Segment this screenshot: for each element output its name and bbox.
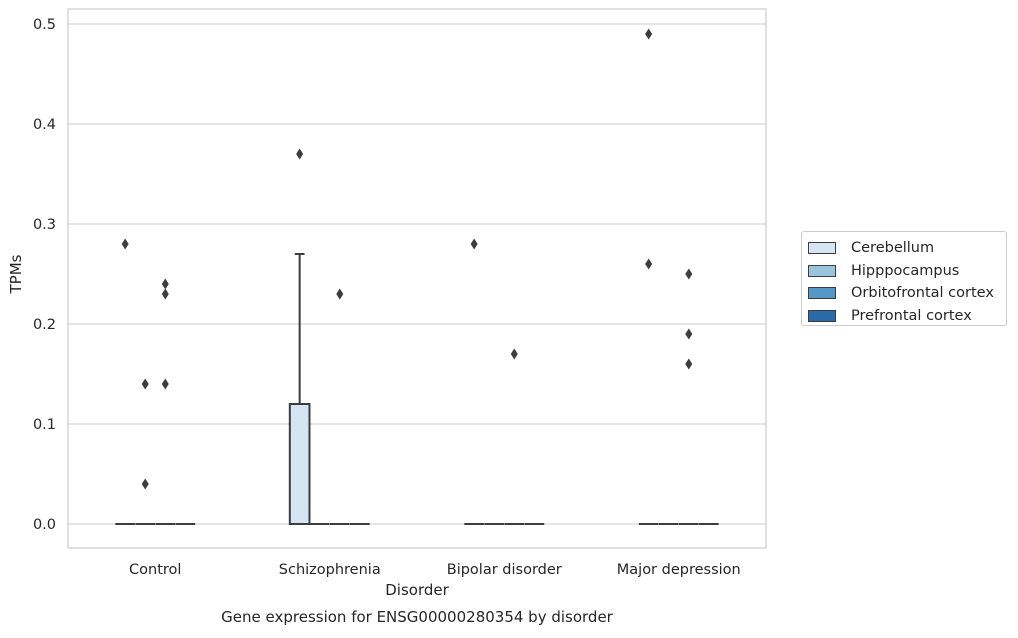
y-axis-ticks: 0.0 0.1 0.2 0.3 0.4 0.5 <box>33 17 56 533</box>
outlier-point <box>141 378 149 390</box>
outlier-point <box>161 278 169 290</box>
outlier-point <box>685 268 693 280</box>
x-axis-ticks: Control Schizophrenia Bipolar disorder Majo… <box>129 562 741 578</box>
gridlines <box>68 23 766 525</box>
outlier-point <box>141 478 149 490</box>
x-tick-label: Control <box>129 562 181 578</box>
legend-label: Cerebellum <box>851 240 935 257</box>
outlier-point <box>685 328 693 340</box>
outlier-points <box>121 28 693 490</box>
box-series <box>115 253 719 525</box>
outlier-point <box>510 348 518 360</box>
outlier-point <box>296 148 304 160</box>
outlier-point <box>645 28 653 40</box>
legend-label: Hipppocampus <box>851 262 960 279</box>
x-axis-label: Disorder <box>385 581 449 599</box>
legend-item: Prefrontal cortex <box>808 305 1006 328</box>
chart-caption: Gene expression for ENSG00000280354 by d… <box>221 608 614 626</box>
outlier-point <box>336 288 344 300</box>
legend: Cerebellum Hipppocampus Orbitofrontal cort… <box>801 231 1007 326</box>
legend-swatch <box>808 309 836 322</box>
legend-item: Orbitofrontal cortex <box>808 282 1006 305</box>
outlier-point <box>161 378 169 390</box>
plot-area-frame <box>67 8 767 549</box>
box-cerebellum <box>288 253 311 525</box>
outlier-point <box>685 358 693 370</box>
y-tick-label: 0.2 <box>33 317 56 333</box>
outlier-point <box>470 238 478 250</box>
y-tick-label: 0.4 <box>33 117 56 133</box>
x-tick-label: Major depression <box>617 562 741 578</box>
legend-label: Prefrontal cortex <box>851 307 972 324</box>
y-tick-label: 0.3 <box>33 217 56 233</box>
legend-swatch <box>808 287 836 300</box>
outlier-point <box>161 288 169 300</box>
y-axis-label: TPMs <box>7 254 25 294</box>
legend-swatch <box>808 242 836 255</box>
y-tick-label: 0.5 <box>33 17 56 33</box>
x-tick-label: Bipolar disorder <box>447 562 562 578</box>
outlier-point <box>645 258 653 270</box>
y-tick-label: 0.1 <box>33 417 56 433</box>
legend-label: Orbitofrontal cortex <box>851 285 994 302</box>
box-body <box>288 403 311 525</box>
legend-item: Cerebellum <box>808 237 1006 260</box>
y-tick-label: 0.0 <box>33 517 56 533</box>
x-tick-label: Schizophrenia <box>279 562 381 578</box>
legend-item: Hipppocampus <box>808 260 1006 283</box>
legend-swatch <box>808 264 836 277</box>
outlier-point <box>121 238 129 250</box>
